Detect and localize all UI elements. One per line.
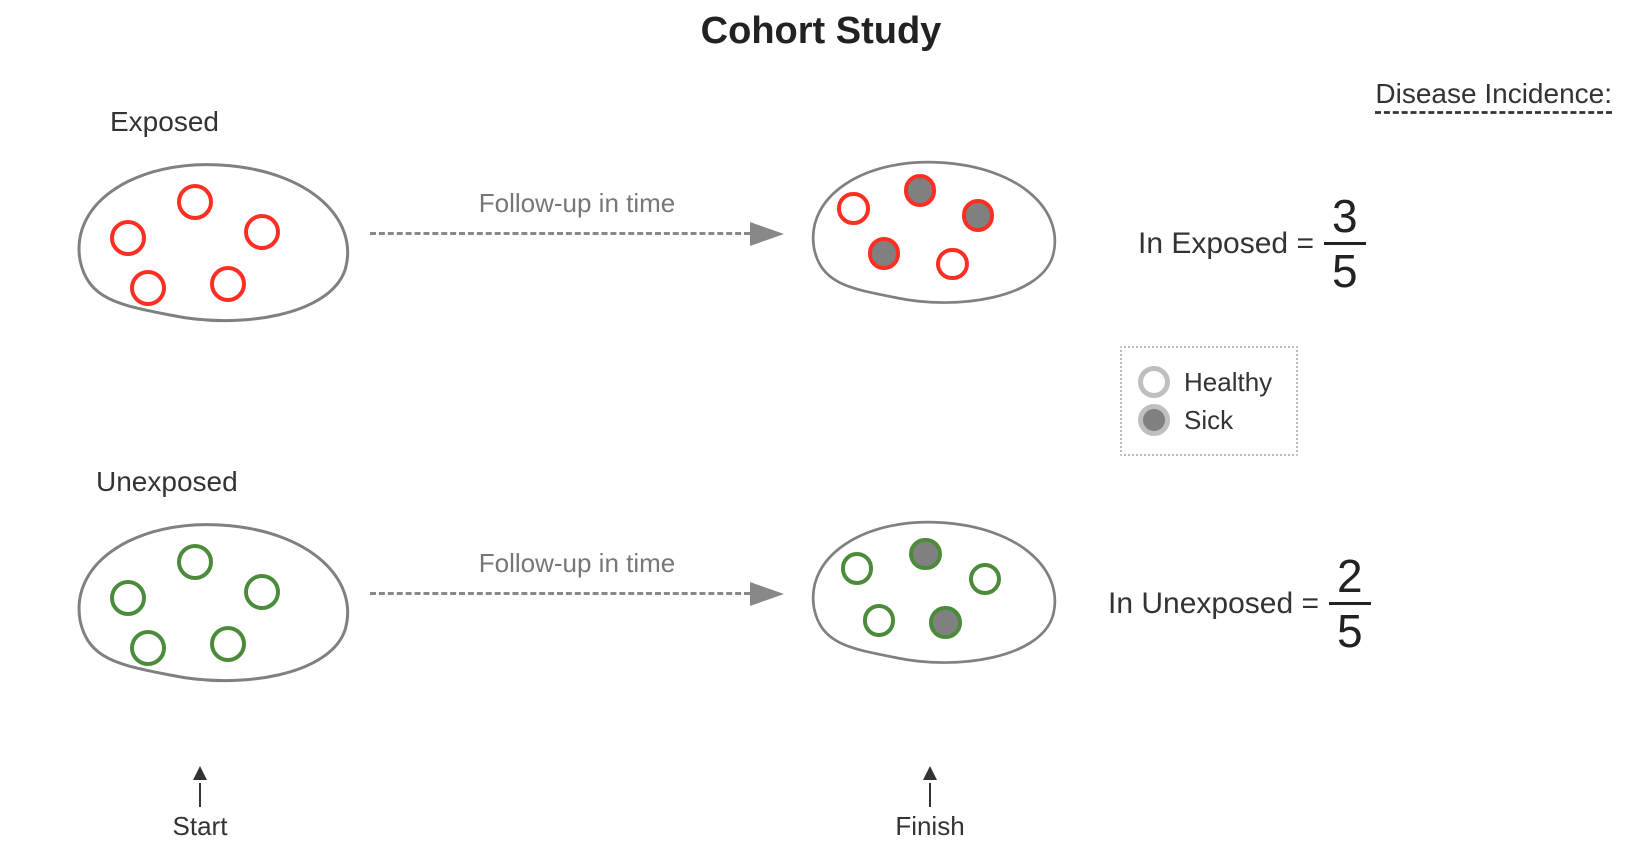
unexposed-cases: 2 — [1329, 552, 1371, 600]
unexposed-end-blob — [796, 500, 1066, 671]
arrow-head-icon — [750, 582, 784, 606]
sick-subject-icon — [868, 237, 900, 269]
healthy-subject-icon — [210, 266, 246, 302]
legend-healthy-label: Healthy — [1184, 367, 1272, 398]
incidence-exposed-equation: In Exposed = 3 5 — [1138, 192, 1366, 296]
in-unexposed-label: In Unexposed = — [1108, 587, 1319, 621]
healthy-subject-icon — [936, 248, 968, 280]
finish-marker: Finish — [870, 766, 990, 842]
healthy-subject-icon — [244, 214, 280, 250]
legend: Healthy Sick — [1120, 346, 1298, 456]
healthy-subject-icon — [841, 552, 873, 584]
up-arrow-icon — [923, 766, 937, 780]
exposed-label: Exposed — [110, 106, 219, 138]
incidence-header: Disease Incidence: — [1375, 78, 1612, 110]
arrow-line-icon — [370, 232, 750, 235]
followup-label: Follow-up in time — [370, 548, 784, 579]
unexposed-label: Unexposed — [96, 466, 238, 498]
sick-subject-icon — [904, 174, 936, 206]
exposed-cases: 3 — [1324, 192, 1366, 240]
sick-subject-icon — [962, 199, 994, 231]
sick-swatch-icon — [1138, 404, 1170, 436]
fraction-exposed: 3 5 — [1324, 192, 1366, 296]
followup-arrow-unexposed: Follow-up in time — [370, 560, 784, 610]
unexposed-start-blob — [60, 500, 360, 690]
sick-subject-icon — [929, 606, 961, 638]
exposed-start-blob — [60, 140, 360, 330]
healthy-subject-icon — [130, 630, 166, 666]
arrow-head-icon — [750, 222, 784, 246]
in-exposed-label: In Exposed = — [1138, 227, 1314, 261]
arrow-line-icon — [370, 592, 750, 595]
page-title: Cohort Study — [0, 10, 1642, 53]
start-label: Start — [140, 811, 260, 842]
healthy-subject-icon — [863, 604, 895, 636]
healthy-subject-icon — [177, 184, 213, 220]
followup-arrow-exposed: Follow-up in time — [370, 200, 784, 250]
healthy-swatch-icon — [1138, 366, 1170, 398]
exposed-end-blob — [796, 140, 1066, 311]
healthy-subject-icon — [110, 580, 146, 616]
fraction-unexposed: 2 5 — [1329, 552, 1371, 656]
sick-subject-icon — [909, 538, 941, 570]
healthy-subject-icon — [244, 574, 280, 610]
exposed-total: 5 — [1324, 247, 1366, 295]
legend-sick: Sick — [1138, 404, 1272, 436]
followup-label: Follow-up in time — [370, 188, 784, 219]
healthy-subject-icon — [210, 626, 246, 662]
unexposed-total: 5 — [1329, 607, 1371, 655]
start-marker: Start — [140, 766, 260, 842]
healthy-subject-icon — [177, 544, 213, 580]
incidence-unexposed-equation: In Unexposed = 2 5 — [1108, 552, 1371, 656]
up-arrow-icon — [193, 766, 207, 780]
healthy-subject-icon — [837, 192, 869, 224]
finish-label: Finish — [870, 811, 990, 842]
legend-sick-label: Sick — [1184, 405, 1233, 436]
healthy-subject-icon — [130, 270, 166, 306]
healthy-subject-icon — [110, 220, 146, 256]
legend-healthy: Healthy — [1138, 366, 1272, 398]
